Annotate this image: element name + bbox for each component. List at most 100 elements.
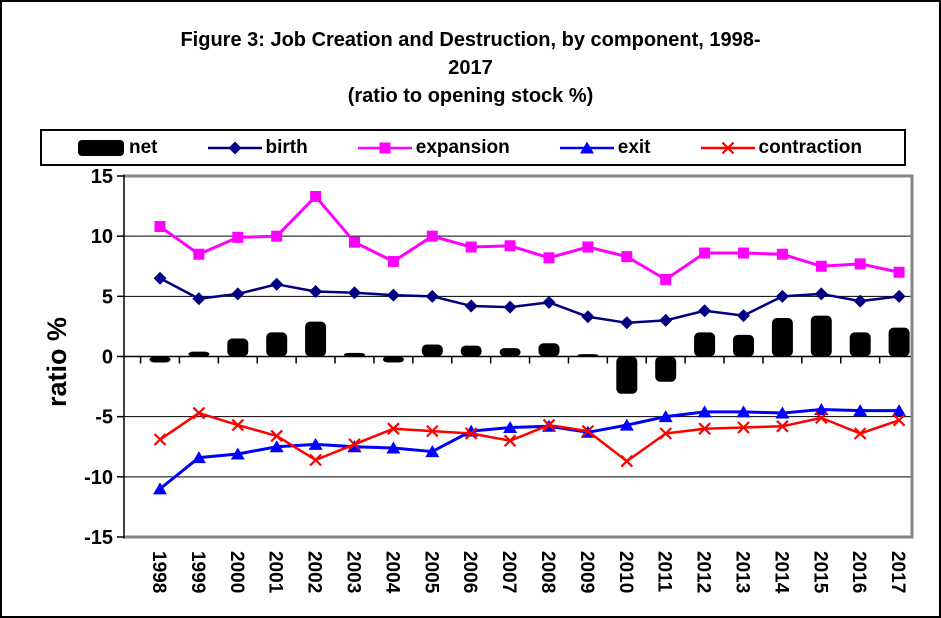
legend-item-exit: exit <box>559 137 651 159</box>
x-tick-label: 2013 <box>732 551 753 593</box>
legend-item-expansion: expansion <box>357 137 510 159</box>
expansion-marker-icon <box>357 139 413 157</box>
y-tick-label: -10 <box>84 467 113 489</box>
x-tick-label: 2009 <box>576 551 597 593</box>
diamond-marker <box>620 316 634 330</box>
birth-marker-icon <box>207 139 263 157</box>
triangle-marker <box>658 410 673 423</box>
chart-title: Figure 3: Job Creation and Destruction, … <box>62 26 879 110</box>
triangle-marker <box>775 406 790 419</box>
net-legend-glyph <box>78 139 124 156</box>
bar <box>499 348 521 357</box>
triangle-marker <box>697 405 712 418</box>
x-marker <box>542 418 556 432</box>
bar <box>227 338 249 357</box>
x-marker <box>892 413 906 427</box>
bar <box>694 332 716 357</box>
x-tick-label: 1999 <box>187 551 208 593</box>
x-marker <box>853 427 867 440</box>
diamond-marker <box>270 277 284 291</box>
x-tick-label: 2000 <box>226 551 247 593</box>
x-marker <box>776 420 789 433</box>
triangle-marker <box>425 445 440 458</box>
diamond-marker <box>153 271 167 285</box>
birth-legend-glyph <box>207 141 262 154</box>
diamond-marker <box>775 289 789 303</box>
y-tick-label: 5 <box>102 286 113 308</box>
series-line <box>159 407 900 491</box>
x-tick-label: 2016 <box>848 551 869 593</box>
legend-label-net: net <box>129 136 158 158</box>
expansion-legend-glyph <box>357 142 412 153</box>
square-marker <box>854 258 866 270</box>
y-tick-label: 15 <box>91 166 113 188</box>
exit-marker-icon <box>559 139 615 157</box>
legend: net birth expansion exit contraction <box>40 129 906 166</box>
triangle-marker <box>269 440 284 453</box>
y-tick-label: -15 <box>84 527 113 549</box>
x-marker <box>309 453 322 467</box>
diamond-marker <box>228 141 242 154</box>
bar <box>266 332 288 357</box>
x-marker <box>270 429 283 443</box>
legend-item-net: net <box>78 137 158 159</box>
bar <box>655 356 677 382</box>
square-marker <box>379 142 391 153</box>
x-marker <box>426 424 439 438</box>
square-marker <box>310 190 322 202</box>
bar <box>149 356 171 363</box>
square-marker <box>504 240 516 252</box>
x-marker <box>620 454 634 468</box>
x-tick-label: 2003 <box>343 551 364 593</box>
triangle-marker <box>619 418 634 431</box>
diamond-marker <box>581 310 595 324</box>
series-net <box>149 315 910 394</box>
diamond-marker <box>814 287 828 301</box>
bar <box>888 327 910 357</box>
series-birth <box>153 271 906 330</box>
x-marker <box>348 438 361 451</box>
title-line-2: 2017 <box>448 57 493 79</box>
x-marker <box>192 406 206 420</box>
x-marker <box>231 418 245 432</box>
square-marker <box>387 255 399 267</box>
square-marker <box>776 248 788 260</box>
diamond-marker <box>698 304 712 318</box>
x-tick-label: 2010 <box>615 551 636 593</box>
title-line-1: Figure 3: Job Creation and Destruction, … <box>180 29 761 51</box>
bar <box>538 343 560 357</box>
diamond-marker <box>737 309 750 323</box>
x-marker <box>659 427 672 440</box>
bar <box>344 352 365 357</box>
x-marker <box>815 411 828 425</box>
x-axis-labels: 1998 1999 2000 2001 2002 2003 2004 2005 2006 2007… <box>148 551 908 594</box>
square-marker <box>621 251 633 263</box>
x-marker <box>153 433 167 446</box>
diamond-marker <box>892 289 906 303</box>
legend-item-contraction: contraction <box>700 137 862 159</box>
x-marker <box>698 422 711 435</box>
x-marker <box>464 427 478 440</box>
diamond-marker <box>853 294 867 308</box>
square-marker <box>465 241 477 253</box>
x-tick-label: 2014 <box>770 551 791 594</box>
contraction-marker-icon <box>700 139 756 157</box>
chart-subtitle: (ratio to opening stock %) <box>347 85 594 107</box>
triangle-marker <box>736 405 751 418</box>
plot-border <box>124 174 914 539</box>
bar <box>616 356 638 394</box>
x-tick-label: 2011 <box>654 551 675 593</box>
triangle-marker <box>230 447 245 460</box>
triangle-marker <box>579 141 594 153</box>
bar <box>382 356 404 363</box>
x-marker <box>503 434 517 448</box>
chart-svg: 15 10 5 0 -5 -10 -15 1998 1999 2000 2001 2002 2003 20… <box>84 166 914 594</box>
square-marker <box>232 231 244 243</box>
legend-label-expansion: expansion <box>415 136 510 158</box>
y-tick-label: 10 <box>91 226 113 248</box>
square-marker <box>893 266 905 278</box>
square-marker <box>349 236 360 248</box>
legend-label-exit: exit <box>617 136 651 158</box>
square-marker <box>193 248 205 260</box>
